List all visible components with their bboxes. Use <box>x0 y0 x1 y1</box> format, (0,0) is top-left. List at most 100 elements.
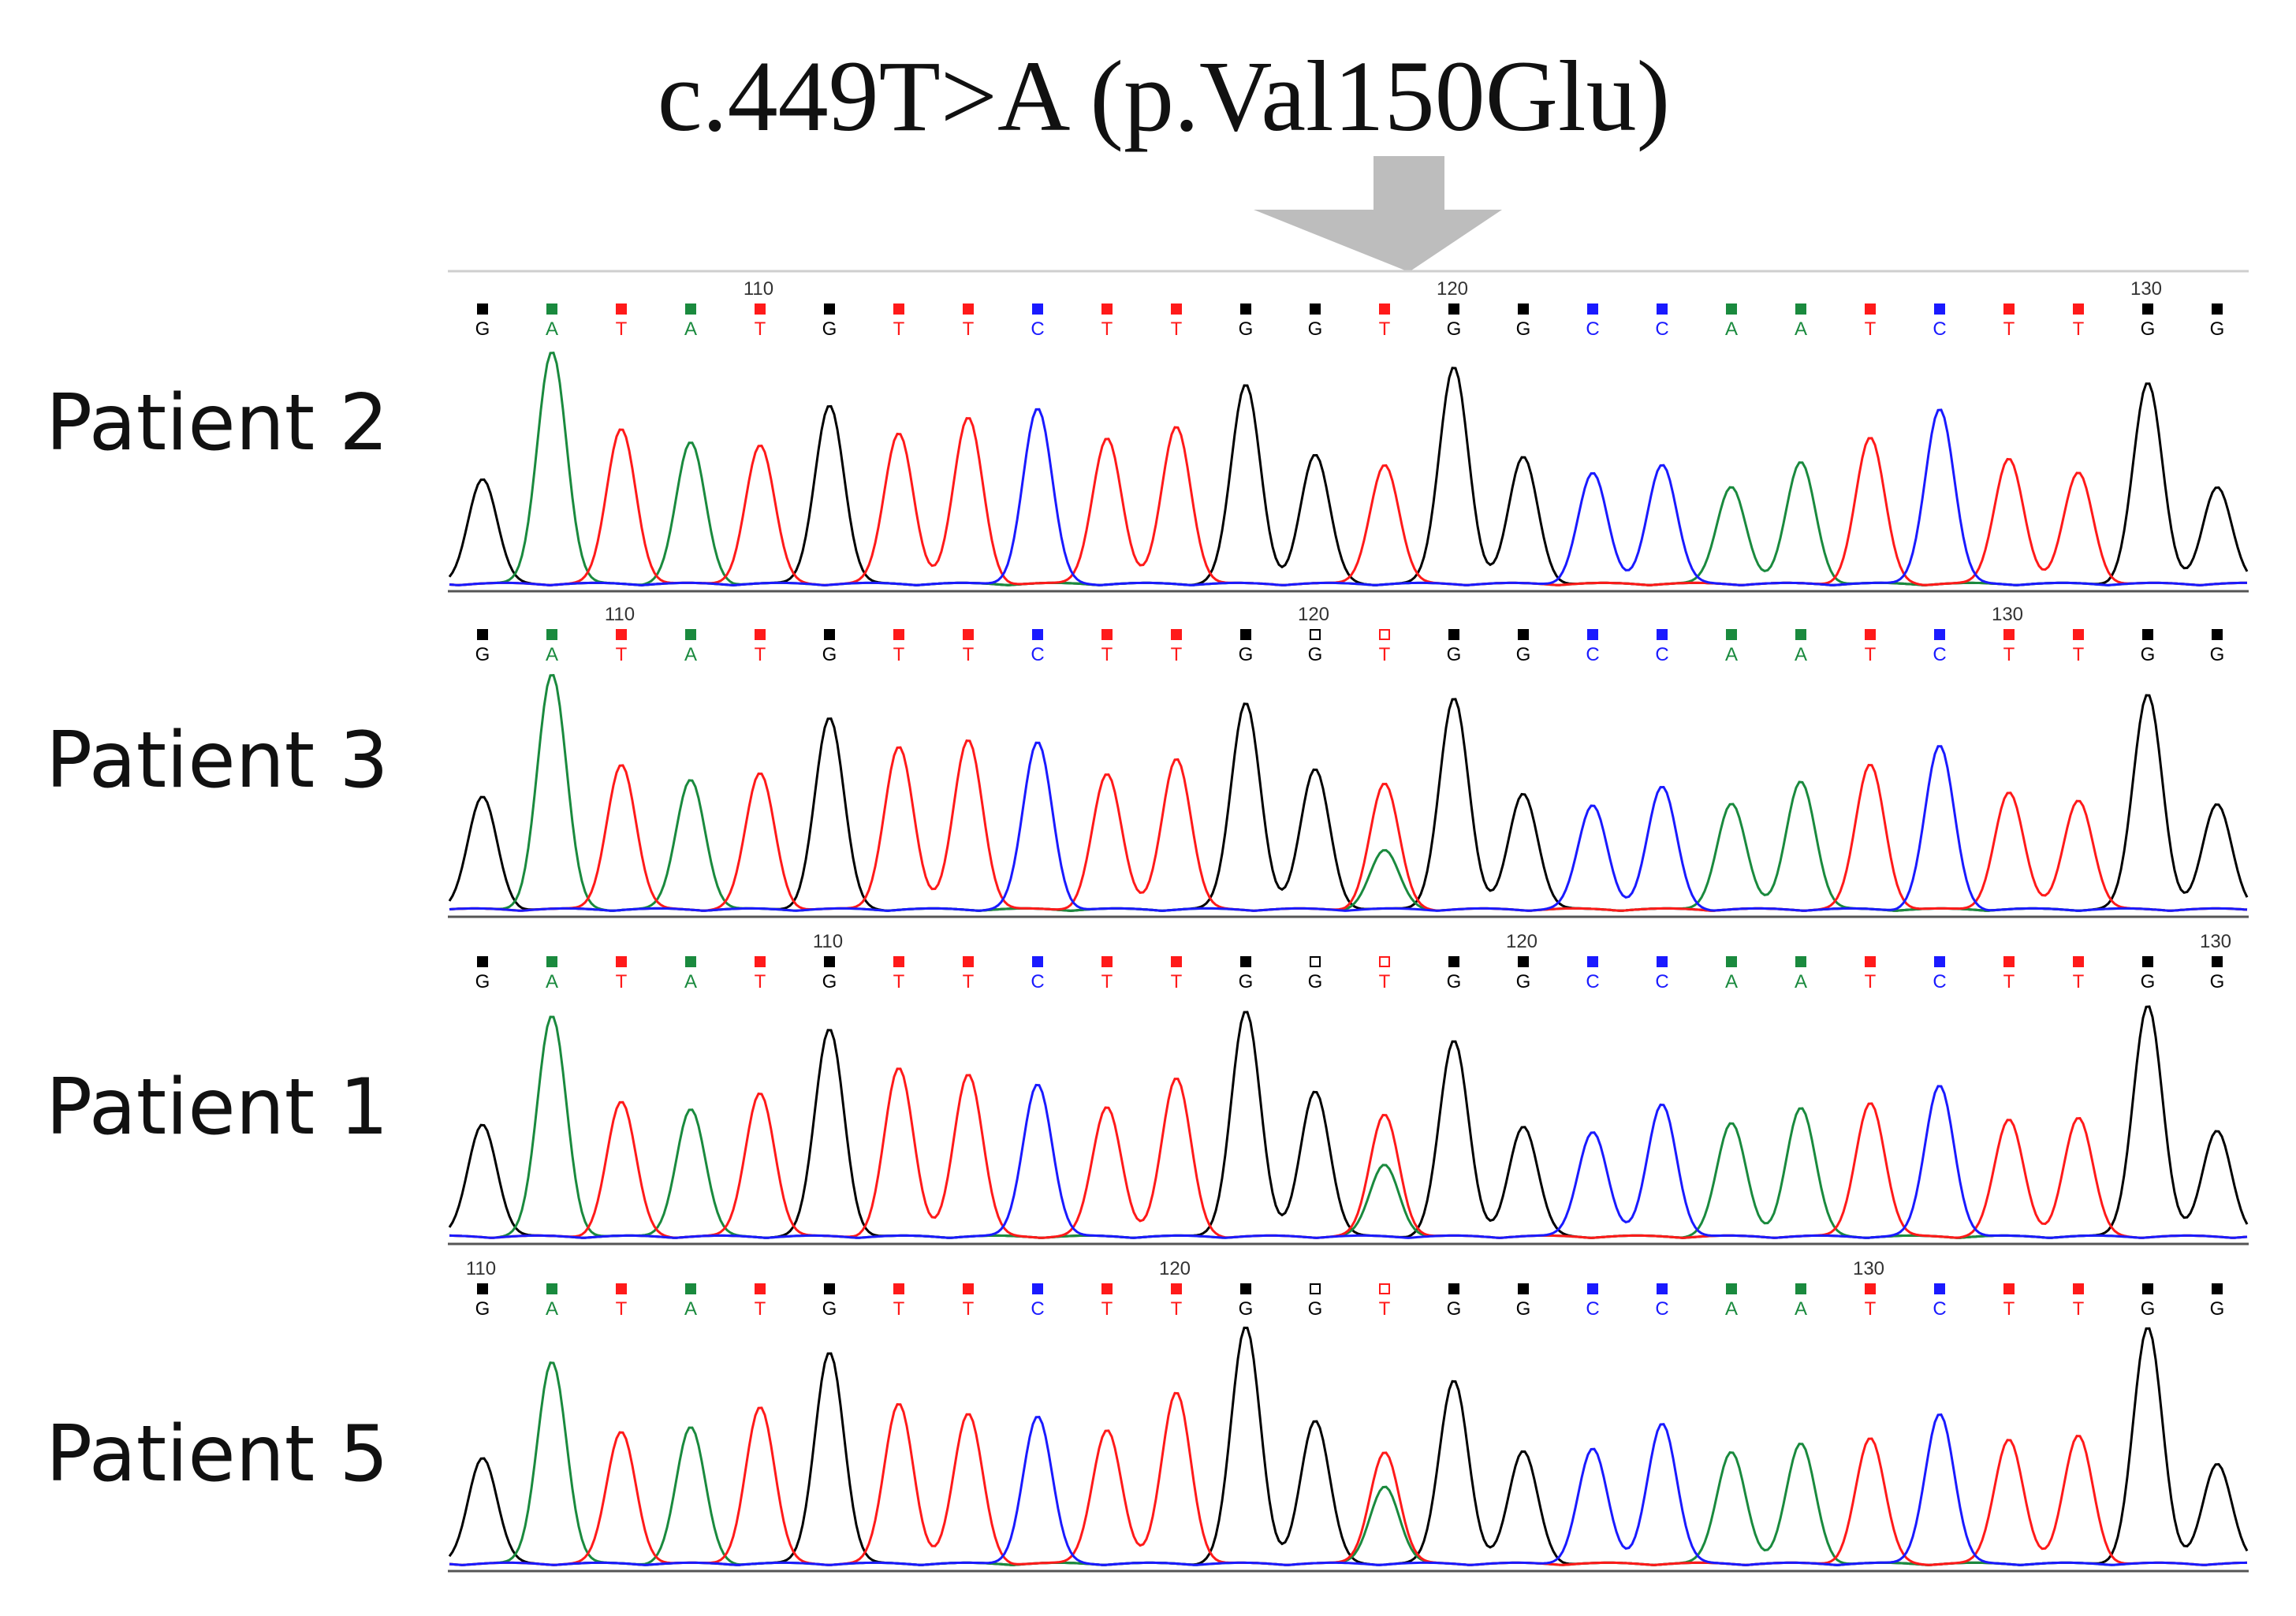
base-quality-marker <box>2212 956 2223 967</box>
base-call: G <box>2141 318 2156 340</box>
base-call: G <box>1308 318 1323 340</box>
base-call: A <box>1795 1298 1807 1320</box>
base-call: G <box>1239 1298 1254 1320</box>
base-call: T <box>1171 318 1183 340</box>
base-call: T <box>2073 318 2085 340</box>
base-call: A <box>546 318 558 340</box>
base-call: T <box>963 1298 975 1320</box>
base-quality-marker <box>1726 956 1737 967</box>
variant-arrow-icon <box>1254 156 1502 272</box>
base-call: T <box>2073 971 2085 992</box>
base-quality-marker <box>685 1283 696 1294</box>
base-quality-marker <box>616 956 627 967</box>
base-quality-marker <box>1934 956 1945 967</box>
base-call: A <box>684 1298 697 1320</box>
base-call: G <box>822 971 837 992</box>
base-call: T <box>755 1298 766 1320</box>
base-quality-marker <box>1448 303 1459 315</box>
base-quality-marker <box>755 303 766 315</box>
base-quality-marker <box>755 956 766 967</box>
base-quality-marker <box>2003 1283 2015 1294</box>
position-number: 110 <box>605 604 635 625</box>
base-quality-marker <box>1657 956 1668 967</box>
patient-label-2: Patient 2 <box>46 378 389 468</box>
position-number: 130 <box>2130 278 2162 300</box>
base-quality-marker <box>2142 956 2153 967</box>
base-call: A <box>1725 318 1738 340</box>
base-quality-marker <box>1171 629 1182 640</box>
base-call: T <box>755 644 766 665</box>
base-call: G <box>1308 971 1323 992</box>
trace-t <box>449 1067 2248 1239</box>
base-quality-marker <box>2142 629 2153 640</box>
base-call: C <box>1655 971 1668 992</box>
base-call: T <box>893 644 905 665</box>
position-number: 130 <box>1853 1258 1884 1279</box>
base-call: T <box>893 318 905 340</box>
base-call: G <box>475 971 490 992</box>
trace-c <box>449 1413 2248 1566</box>
position-number: 130 <box>1992 604 2023 625</box>
base-call: T <box>1379 644 1391 665</box>
base-call: C <box>1933 318 1946 340</box>
base-quality-marker <box>824 629 835 640</box>
base-quality-marker <box>546 629 557 640</box>
base-call: G <box>1239 318 1254 340</box>
base-call: C <box>1031 318 1044 340</box>
base-call: C <box>1031 971 1044 992</box>
base-call: T <box>1171 1298 1183 1320</box>
chromatogram-panel-patient-5: 110 120 130 G A T A T G T T C T T G G T G G C C A A T C T T G G <box>448 1258 2249 1573</box>
base-call: C <box>1933 1298 1946 1320</box>
base-call: G <box>1239 971 1254 992</box>
base-quality-marker <box>824 1283 835 1294</box>
base-call: A <box>546 644 558 665</box>
base-quality-marker <box>2073 303 2084 315</box>
base-quality-marker <box>893 956 904 967</box>
trace-g <box>448 367 2249 586</box>
chromatogram-panel-patient-1: 110 120 130 G A T A T G T T C T T G G T G G C C A A T C T T G G <box>448 931 2249 1246</box>
base-quality-marker <box>1448 956 1459 967</box>
base-call: T <box>2003 644 2015 665</box>
base-quality-marker <box>1032 1283 1043 1294</box>
base-quality-marker <box>2003 629 2015 640</box>
base-quality-marker <box>755 629 766 640</box>
base-call: G <box>1516 318 1531 340</box>
base-call: T <box>616 1298 628 1320</box>
base-call: T <box>755 318 766 340</box>
base-call: C <box>1655 318 1668 340</box>
base-call: T <box>893 971 905 992</box>
base-call: T <box>1101 971 1113 992</box>
base-quality-marker <box>1171 1283 1182 1294</box>
base-call: A <box>1725 644 1738 665</box>
base-call: A <box>684 318 697 340</box>
base-quality-marker <box>1865 956 1876 967</box>
base-call: C <box>1586 1298 1599 1320</box>
base-quality-marker <box>2073 1283 2084 1294</box>
base-quality-marker <box>1587 956 1598 967</box>
position-number: 120 <box>1298 604 1329 625</box>
base-call: A <box>1795 971 1807 992</box>
base-quality-marker <box>1448 629 1459 640</box>
position-number: 120 <box>1437 278 1468 300</box>
base-call: T <box>1101 318 1113 340</box>
position-number: 110 <box>813 931 843 952</box>
base-quality-marker <box>477 1283 488 1294</box>
base-quality-marker <box>2212 1283 2223 1294</box>
position-number: 130 <box>2200 931 2231 952</box>
base-quality-marker <box>546 303 557 315</box>
base-quality-marker <box>2003 956 2015 967</box>
base-call: A <box>546 971 558 992</box>
base-call: G <box>1447 318 1462 340</box>
base-call: A <box>546 1298 558 1320</box>
base-quality-marker <box>893 303 904 315</box>
base-call: T <box>1865 971 1877 992</box>
base-call: G <box>822 644 837 665</box>
base-quality-marker <box>1518 303 1529 315</box>
base-call: G <box>2210 1298 2225 1320</box>
base-quality-marker <box>1518 956 1529 967</box>
base-quality-marker <box>1726 303 1737 315</box>
base-quality-marker <box>685 956 696 967</box>
base-call: C <box>1586 644 1599 665</box>
base-quality-marker <box>1934 303 1945 315</box>
